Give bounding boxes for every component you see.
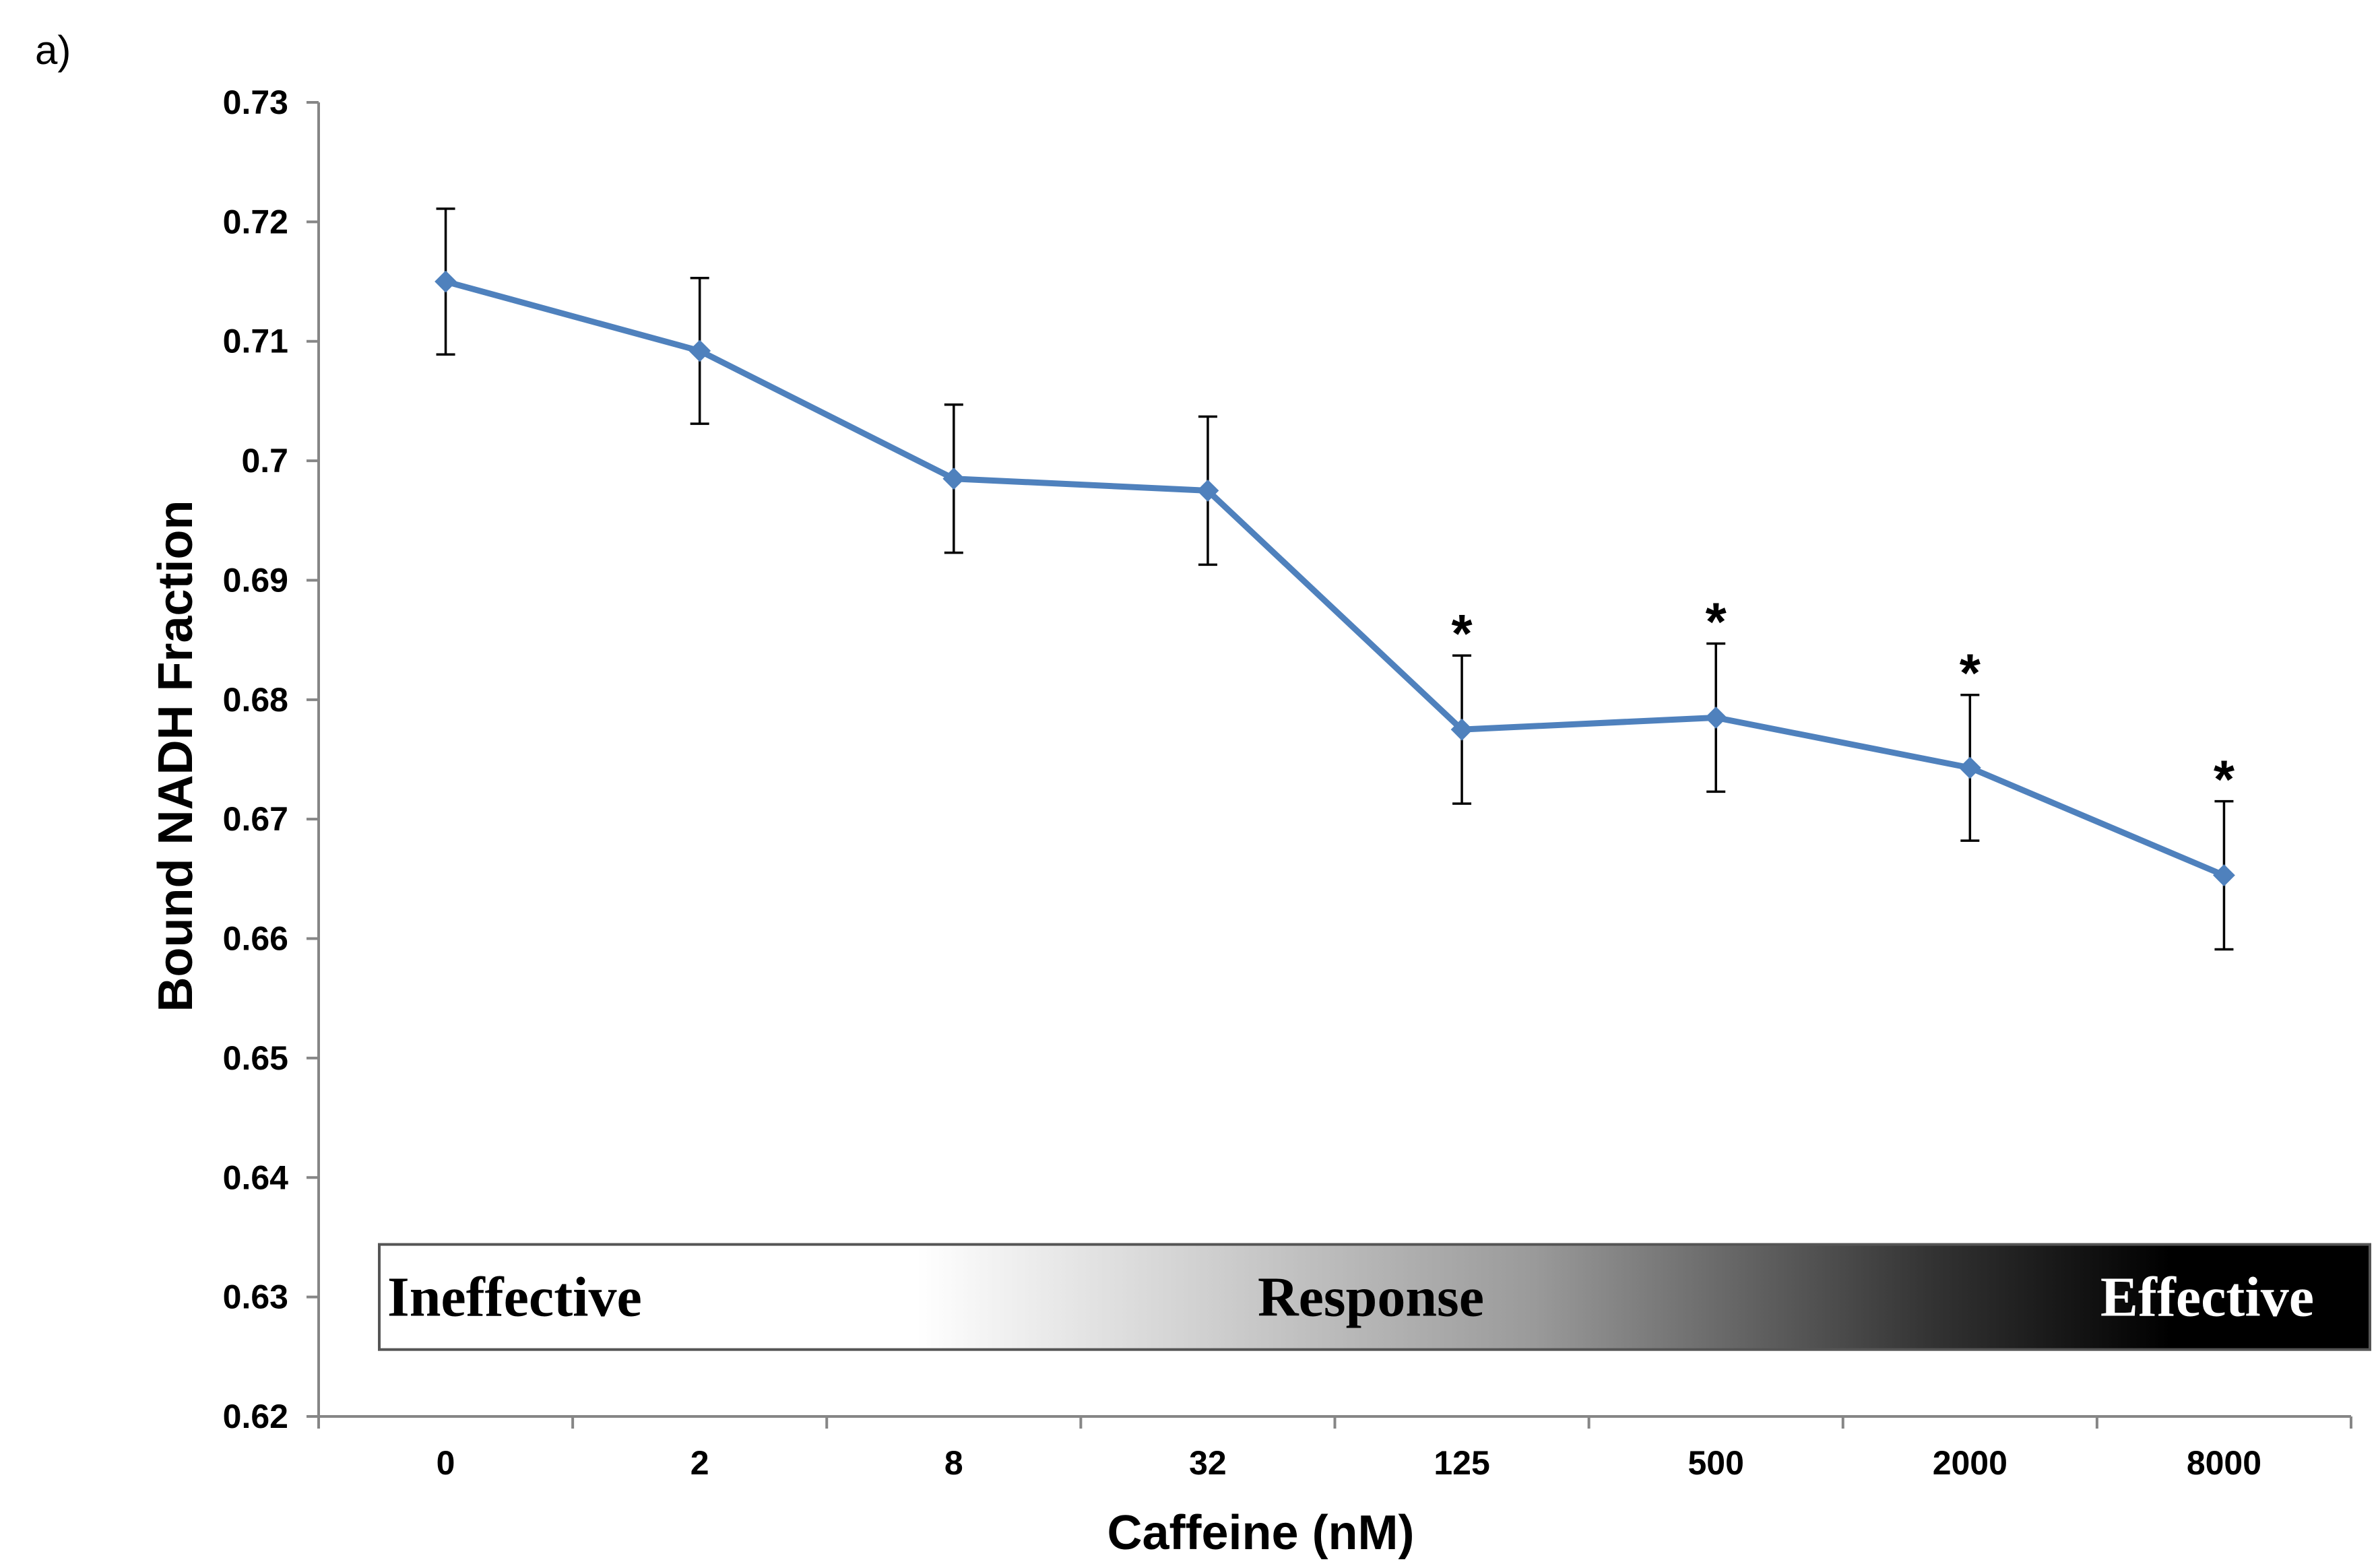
- x-tick-label: 2000: [1933, 1444, 2007, 1482]
- x-axis-title: Caffeine (nM): [1107, 1506, 1415, 1560]
- data-point: [1450, 718, 1473, 741]
- x-tick-label: 32: [1189, 1444, 1227, 1482]
- significance-star: *: [2214, 750, 2235, 810]
- x-tick-label: 8: [944, 1444, 963, 1482]
- x-tick-label: 0: [437, 1444, 455, 1482]
- y-tick-label: 0.71: [223, 323, 288, 360]
- axes: [307, 101, 2352, 1429]
- data-points: [435, 270, 2235, 886]
- significance-star: *: [1451, 603, 1473, 663]
- y-tick-label: 0.7: [241, 442, 288, 480]
- y-tick-label: 0.73: [223, 84, 288, 121]
- significance-markers: * * * *: [1451, 591, 2235, 809]
- band-label-ineffective: Ineffective: [387, 1266, 642, 1329]
- series-line: [445, 278, 2226, 878]
- band-label-response: Response: [1258, 1266, 1484, 1329]
- y-tick-label: 0.69: [223, 561, 288, 599]
- y-tick-label: 0.62: [223, 1398, 288, 1435]
- x-tick-labels: 0 2 8 32 125 500 2000 8000: [437, 1444, 2261, 1482]
- x-tick-label: 8000: [2187, 1444, 2261, 1482]
- panel-label: a): [35, 28, 71, 73]
- significance-star: *: [1960, 643, 1981, 703]
- data-point: [2213, 864, 2235, 886]
- x-tick-label: 125: [1434, 1444, 1489, 1482]
- series-line-group: [445, 278, 2226, 878]
- data-point: [435, 270, 457, 293]
- y-tick-label: 0.67: [223, 800, 288, 838]
- x-tick-label: 500: [1688, 1444, 1743, 1482]
- gradient-band: Ineffective Response Effective: [378, 1243, 2371, 1351]
- data-point: [1196, 480, 1219, 502]
- data-point: [688, 339, 711, 362]
- data-point: [1704, 707, 1727, 729]
- y-axis-title: Bound NADH Fraction: [149, 500, 203, 1012]
- band-label-effective: Effective: [2100, 1266, 2314, 1329]
- error-bars: [436, 207, 2234, 951]
- y-tick-label: 0.64: [223, 1158, 289, 1196]
- y-tick-label: 0.66: [223, 920, 288, 958]
- y-tick-labels: 0.62 0.63 0.64 0.65 0.66 0.67 0.68 0.69 0.7 0.71 0…: [223, 84, 289, 1435]
- gradient-band-bar: [378, 1243, 2371, 1351]
- data-point: [942, 467, 965, 490]
- significance-star: *: [1706, 591, 1727, 651]
- x-tick-label: 2: [690, 1444, 709, 1482]
- y-tick-label: 0.65: [223, 1039, 288, 1077]
- y-tick-label: 0.72: [223, 203, 288, 240]
- y-tick-label: 0.68: [223, 681, 288, 719]
- data-point: [1958, 756, 1981, 779]
- y-tick-label: 0.63: [223, 1278, 288, 1316]
